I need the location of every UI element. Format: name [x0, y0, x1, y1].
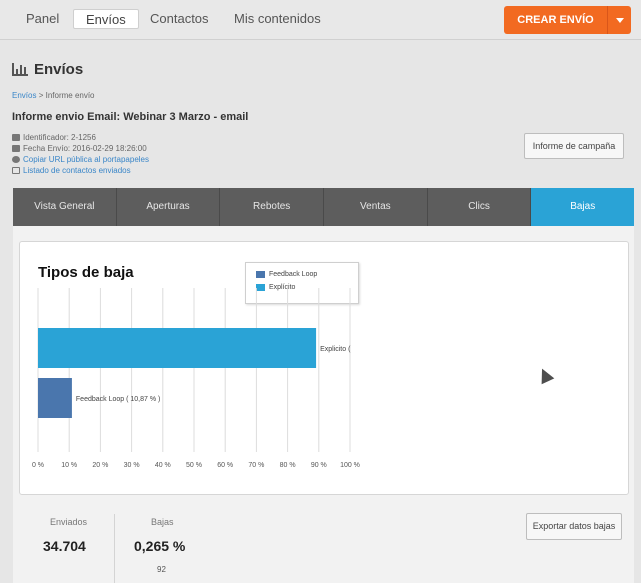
sent-value: 34.704 — [43, 538, 86, 554]
nav-mis-contenidos[interactable]: Mis contenidos — [234, 11, 321, 26]
contact-list-link[interactable]: Listado de contactos enviados — [23, 166, 131, 175]
unsub-count: 92 — [157, 565, 166, 574]
create-send-label[interactable]: CREAR ENVÍO — [517, 14, 594, 26]
meta-copy-url[interactable]: Copiar URL pública al portapapeles — [12, 155, 149, 164]
legend-item-feedback: Feedback Loop — [256, 269, 317, 279]
legend-label-explicit: Explícito — [269, 283, 296, 291]
page-title-text: Envíos — [34, 61, 84, 78]
bar-label-0: Explicito ( — [320, 346, 351, 353]
tab-ventas[interactable]: Ventas — [324, 188, 428, 226]
tab-bajas[interactable]: Bajas — [531, 188, 635, 232]
tab-clics[interactable]: Clics — [427, 188, 532, 226]
bar-1 — [38, 378, 72, 418]
barcode-icon — [12, 134, 20, 141]
tab-vista-general[interactable]: Vista General — [13, 188, 117, 226]
x-tick-label: 40 % — [155, 462, 171, 469]
identifier-text: Identificador: 2-1256 — [23, 133, 96, 142]
x-tick-label: 20 % — [92, 462, 108, 469]
nav-envios[interactable]: Envíos — [73, 9, 139, 29]
send-date-text: Fecha Envío: 2016-02-29 18:26:00 — [23, 144, 147, 153]
x-tick-label: 70 % — [248, 462, 264, 469]
meta-contact-list[interactable]: Listado de contactos enviados — [12, 166, 131, 175]
chart-legend: Feedback Loop Explícito — [245, 262, 359, 304]
tab-aperturas[interactable]: Aperturas — [116, 188, 221, 226]
export-unsubs-button[interactable]: Exportar datos bajas — [526, 513, 622, 540]
legend-item-explicit: Explícito — [256, 282, 295, 292]
chevron-down-icon[interactable] — [607, 6, 631, 34]
globe-icon — [12, 156, 20, 163]
unsub-value: 0,265 % — [134, 538, 186, 554]
x-tick-label: 60 % — [217, 462, 233, 469]
nav-panel[interactable]: Panel — [26, 11, 60, 26]
page-title: Envíos — [12, 61, 83, 78]
x-tick-label: 50 % — [186, 462, 202, 469]
sent-label: Enviados — [50, 517, 88, 527]
x-tick-label: 100 % — [340, 462, 360, 469]
legend-swatch-feedback — [256, 270, 265, 278]
legend-label-feedback: Feedback Loop — [269, 270, 318, 278]
breadcrumb: Envíos > Informe envío — [12, 91, 95, 100]
campaign-report-button[interactable]: Informe de campaña — [524, 133, 624, 159]
create-send-button[interactable]: CREAR ENVÍO — [504, 6, 631, 34]
copy-url-link[interactable]: Copiar URL pública al portapapeles — [23, 155, 149, 164]
envelope-icon — [12, 167, 20, 174]
bar-label-1: Feedback Loop ( 10,87 % ) — [76, 396, 160, 403]
breadcrumb-separator: > — [36, 91, 46, 100]
top-navbar: Panel Envíos Contactos Mis contenidos CR… — [0, 0, 641, 40]
bar-0 — [38, 328, 317, 368]
unsub-label: Bajas — [151, 517, 174, 527]
meta-send-date: Fecha Envío: 2016-02-29 18:26:00 — [12, 144, 147, 153]
bar-chart-icon — [12, 63, 28, 76]
tab-rebotes[interactable]: Rebotes — [220, 188, 325, 226]
chart-title: Tipos de baja — [38, 264, 134, 281]
calendar-icon — [12, 145, 20, 152]
x-tick-label: 10 % — [61, 462, 77, 469]
x-tick-label: 80 % — [280, 462, 296, 469]
nav-contactos[interactable]: Contactos — [150, 11, 209, 26]
legend-swatch-explicit — [256, 283, 265, 291]
stats-divider — [114, 514, 115, 583]
breadcrumb-envios-link[interactable]: Envíos — [12, 91, 37, 100]
x-tick-label: 90 % — [311, 462, 327, 469]
breadcrumb-current: Informe envío — [45, 91, 95, 100]
meta-identifier: Identificador: 2-1256 — [12, 133, 96, 142]
report-title: Informe envio Email: Webinar 3 Marzo - e… — [12, 111, 249, 123]
x-tick-label: 30 % — [124, 462, 140, 469]
report-tabs: Vista General Aperturas Rebotes Ventas C… — [13, 188, 635, 232]
x-tick-label: 0 % — [32, 462, 44, 469]
